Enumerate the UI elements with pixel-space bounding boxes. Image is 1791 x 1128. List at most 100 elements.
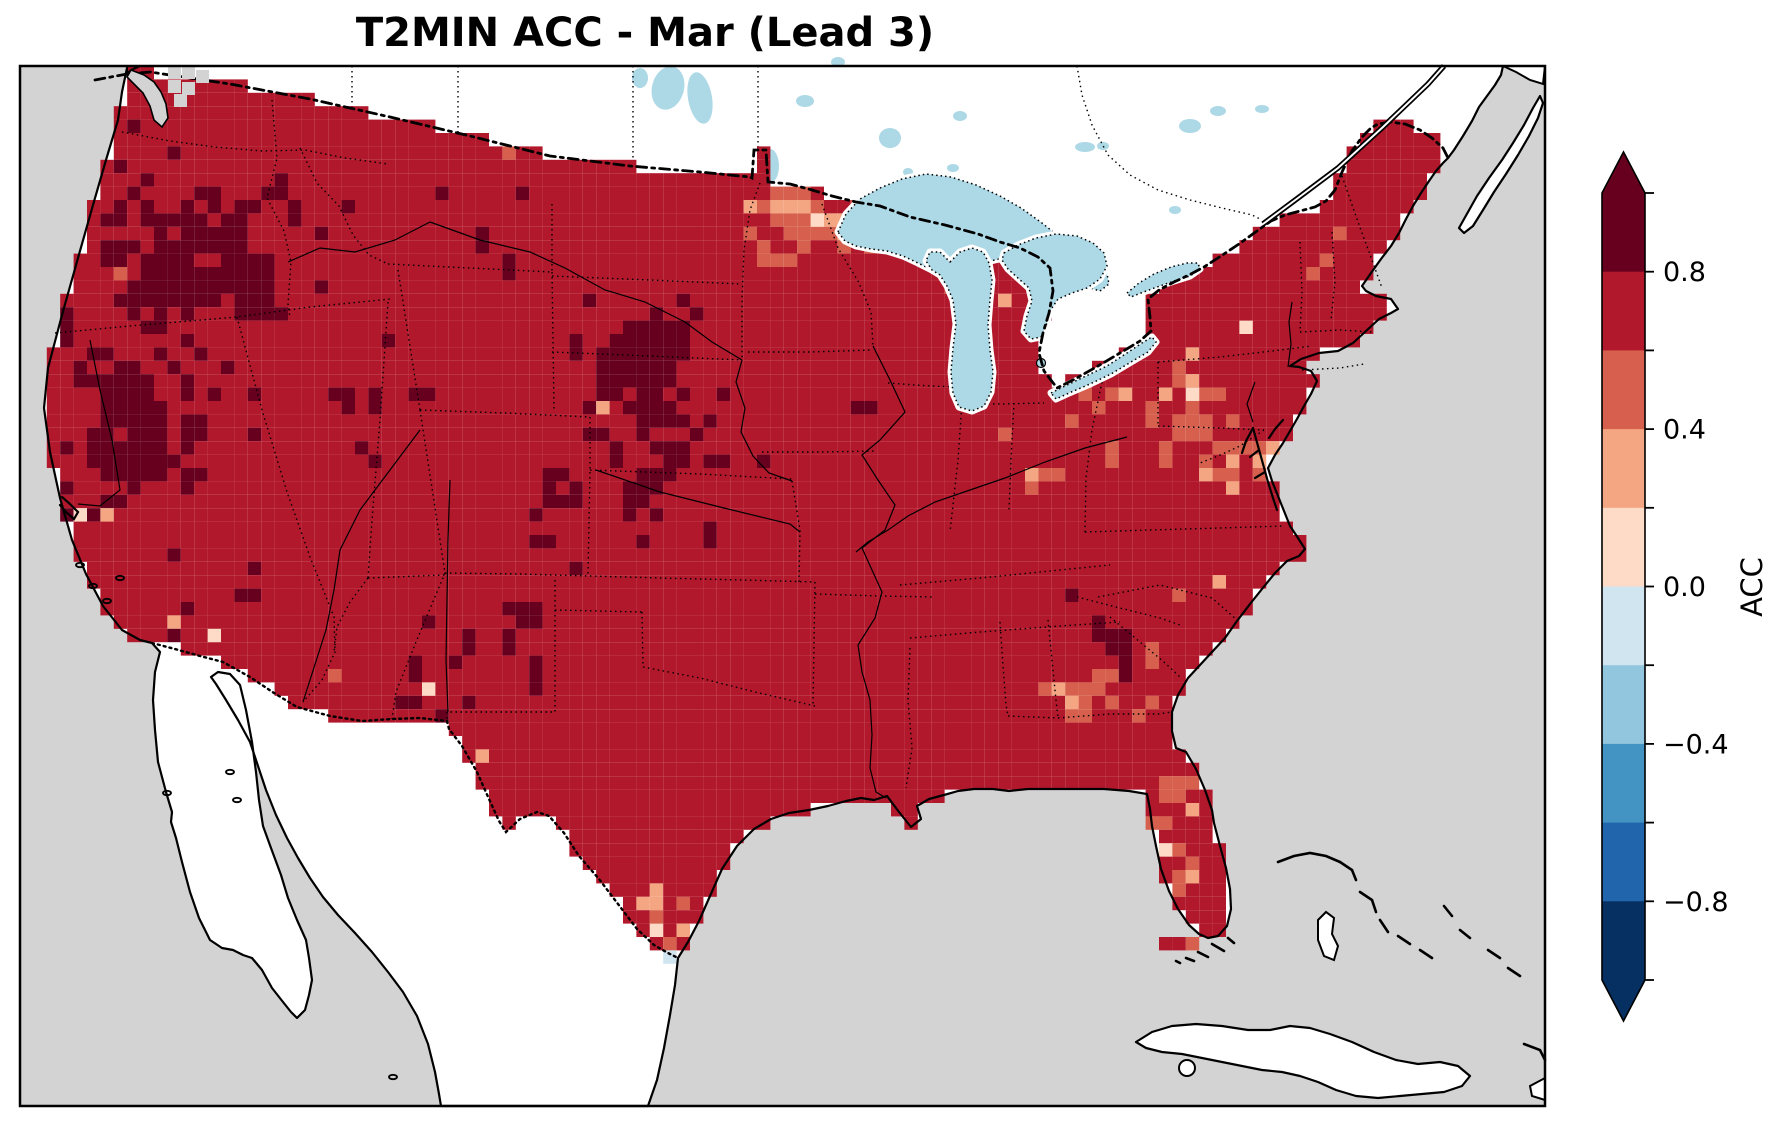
grid-cell <box>877 669 891 683</box>
grid-cell <box>314 213 329 227</box>
grid-cell <box>864 334 878 348</box>
grid-cell <box>1051 722 1066 736</box>
grid-cell <box>676 267 690 281</box>
grid-cell <box>127 575 141 589</box>
grid-cell <box>797 280 811 294</box>
grid-cell <box>1011 655 1025 669</box>
grid-cell <box>395 602 409 616</box>
grid-cell <box>891 776 905 790</box>
grid-cell <box>314 360 329 375</box>
grid-cell <box>234 347 248 361</box>
grid-cell <box>596 575 610 589</box>
grid-cell <box>422 575 436 589</box>
grid-cell <box>1025 347 1039 361</box>
grid-cell <box>931 414 945 428</box>
grid-cell <box>448 548 463 562</box>
grid-cell <box>1212 870 1226 884</box>
grid-cell <box>757 360 771 375</box>
grid-cell <box>609 655 623 669</box>
grid-cell <box>636 334 650 348</box>
grid-cell <box>850 669 865 683</box>
grid-cell <box>355 454 369 468</box>
grid-cell <box>609 481 623 495</box>
grid-cell <box>1092 521 1106 535</box>
grid-cell <box>1239 521 1253 535</box>
grid-cell <box>864 427 878 442</box>
grid-cell <box>462 307 476 321</box>
grid-cell <box>274 267 288 281</box>
grid-cell <box>475 588 489 602</box>
grid-cell <box>475 159 489 174</box>
state-border <box>397 269 421 411</box>
grid-cell <box>167 628 181 643</box>
grid-cell <box>690 695 704 710</box>
grid-cell <box>1360 159 1374 174</box>
grid-cell <box>221 481 235 495</box>
grid-cell <box>998 468 1012 482</box>
grid-cell <box>73 280 87 294</box>
grid-cell <box>368 200 382 214</box>
grid-cell <box>623 508 637 522</box>
grid-cell <box>274 387 288 401</box>
grid-cell <box>368 602 382 616</box>
grid-cell <box>1105 454 1119 468</box>
grid-cell <box>381 642 396 656</box>
grid-cell <box>1065 561 1079 576</box>
grid-cell <box>904 642 918 656</box>
grid-cell <box>931 776 945 790</box>
grid-cell <box>529 642 543 656</box>
grid-cell <box>636 454 650 468</box>
grid-cell <box>448 481 463 495</box>
bay-coast <box>58 495 80 521</box>
grid-cell <box>207 92 221 107</box>
grid-cell <box>247 200 262 214</box>
grid-cell <box>596 267 610 281</box>
grid-cell <box>314 347 329 361</box>
grid-cell <box>341 454 355 468</box>
grid-cell <box>381 293 396 308</box>
grid-cell <box>556 535 570 549</box>
grid-cell <box>824 615 838 629</box>
grid-cell <box>743 535 757 549</box>
grid-cell <box>274 186 288 200</box>
grid-cell <box>542 628 556 643</box>
grid-cell <box>167 374 181 388</box>
bahama-island <box>1486 948 1502 960</box>
grid-cell <box>207 320 221 334</box>
grid-cell <box>328 387 342 401</box>
grid-cell <box>569 334 583 348</box>
grid-cell <box>301 615 315 629</box>
grid-cell <box>167 307 181 321</box>
grid-cell <box>140 535 154 549</box>
grid-cell <box>1132 695 1146 710</box>
grid-cell <box>569 360 583 375</box>
grid-cell <box>1172 588 1186 602</box>
grid-cell <box>221 374 235 388</box>
grid-cell <box>341 334 355 348</box>
grid-cell <box>448 615 463 629</box>
grid-cell <box>328 521 342 535</box>
grid-cell <box>663 561 677 576</box>
grid-cell <box>448 240 463 254</box>
grid-cell <box>435 588 449 602</box>
grid-cell <box>783 682 798 696</box>
grid-cell <box>958 749 972 763</box>
grid-cell <box>435 441 449 455</box>
grid-cell <box>1092 508 1106 522</box>
grid-cell <box>194 548 208 562</box>
grid-cell <box>368 642 382 656</box>
grid-cell <box>475 186 489 200</box>
grid-cell <box>1172 789 1186 803</box>
grid-cell <box>247 106 262 120</box>
grid-cell <box>180 561 195 576</box>
grid-cell <box>288 267 302 281</box>
grid-cell <box>1266 521 1280 535</box>
grid-cell <box>743 615 757 629</box>
grid-cell <box>489 736 503 750</box>
grid-cell <box>542 213 556 227</box>
grid-cell <box>529 414 543 428</box>
grid-cell <box>234 561 248 576</box>
grid-cell <box>623 896 637 911</box>
grid-cell <box>355 535 369 549</box>
grid-cell <box>502 508 516 522</box>
